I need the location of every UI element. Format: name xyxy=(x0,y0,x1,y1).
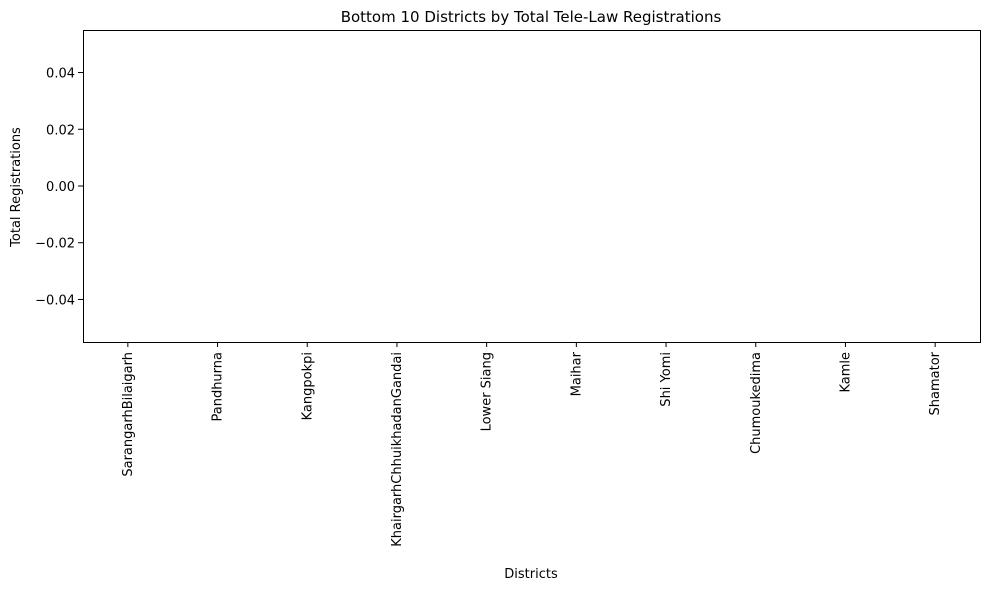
x-axis: SarangarhBilaigarh Pandhurna Kangpokpi Khai… xyxy=(121,342,943,547)
x-tick-label: Chumoukedima xyxy=(749,352,764,454)
y-axis-title: Total Registrations xyxy=(9,127,24,248)
x-tick-label: Kangpokpi xyxy=(300,352,315,420)
y-tick-label: 0.02 xyxy=(46,123,75,138)
x-tick-label: KhairgarhChhuikhadanGandai xyxy=(390,352,405,547)
plot-frame xyxy=(83,30,981,343)
x-tick-label: SarangarhBilaigarh xyxy=(121,352,136,477)
x-tick-label: Shi Yomi xyxy=(659,352,674,407)
x-tick-label: Kamle xyxy=(838,352,853,393)
x-tick-label: Maihar xyxy=(569,351,584,396)
x-tick-label: Shamator xyxy=(928,351,943,415)
y-tick-label: −0.02 xyxy=(35,237,75,252)
x-tick-label: Pandhurna xyxy=(211,352,226,422)
y-tick-label: −0.04 xyxy=(35,293,75,308)
x-axis-title: Districts xyxy=(504,567,558,582)
y-tick-label: 0.04 xyxy=(46,67,75,82)
y-axis: −0.04 −0.02 0.00 0.02 0.04 xyxy=(35,67,83,308)
chart-title: Bottom 10 Districts by Total Tele-Law Re… xyxy=(341,8,722,26)
x-tick-label: Lower Siang xyxy=(480,352,495,431)
y-tick-label: 0.00 xyxy=(46,180,75,195)
